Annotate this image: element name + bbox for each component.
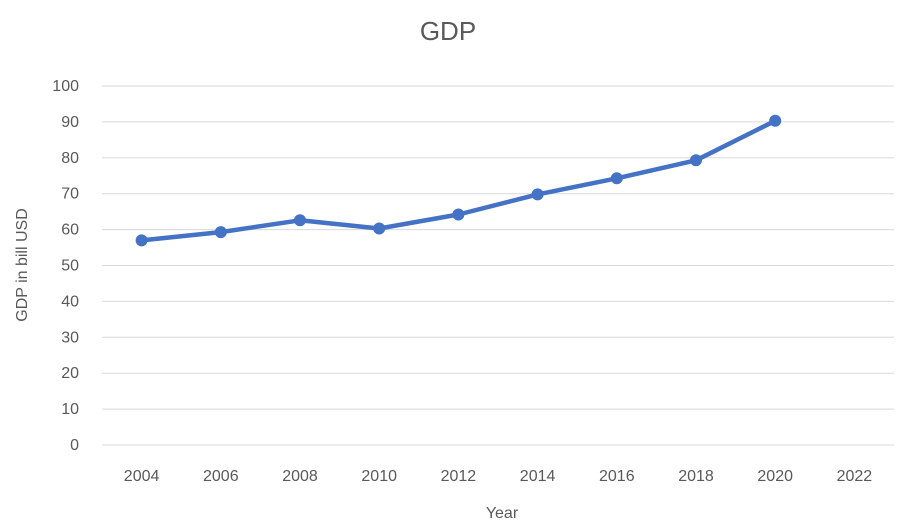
y-tick-label: 70 [61, 186, 79, 203]
y-tick-label: 80 [61, 150, 79, 167]
data-point [214, 226, 227, 239]
x-tick-label: 2004 [124, 468, 160, 485]
data-point [769, 114, 782, 127]
x-axis-ticks: 2004 2006 2008 2010 2012 2014 2016 2018 2020 2022 [124, 468, 872, 485]
data-point [690, 154, 702, 167]
x-tick-label: 2014 [520, 468, 556, 485]
series-layer [135, 114, 782, 247]
y-tick-label: 30 [61, 329, 79, 346]
y-tick-label: 10 [61, 401, 79, 418]
x-tick-label: 2010 [361, 468, 397, 485]
data-point [294, 214, 306, 227]
data-point [610, 172, 623, 185]
y-axis-ticks: 0 10 20 30 40 50 60 70 80 90 100 [52, 78, 79, 454]
x-tick-label: 2006 [203, 468, 239, 485]
y-tick-label: 100 [52, 78, 79, 95]
y-tick-label: 60 [61, 222, 79, 239]
y-tick-label: 40 [61, 293, 79, 310]
x-tick-label: 2018 [678, 468, 714, 485]
data-point [531, 188, 544, 201]
gridlines [102, 85, 894, 446]
x-tick-label: 2022 [837, 468, 873, 485]
data-point [373, 222, 386, 235]
x-tick-label: 2008 [282, 468, 318, 485]
data-point [452, 208, 465, 221]
y-tick-label: 90 [61, 114, 79, 131]
x-axis-label: Year [486, 505, 519, 522]
y-tick-label: 0 [70, 437, 79, 454]
series-line [139, 118, 778, 243]
x-tick-label: 2020 [757, 468, 793, 485]
x-tick-label: 2012 [441, 468, 477, 485]
chart-title: GDP [420, 16, 476, 46]
data-point [135, 234, 148, 247]
x-tick-label: 2016 [599, 468, 635, 485]
y-tick-label: 50 [61, 258, 79, 275]
y-axis-label: GDP in bill USD [14, 208, 31, 322]
y-tick-label: 20 [61, 365, 79, 382]
